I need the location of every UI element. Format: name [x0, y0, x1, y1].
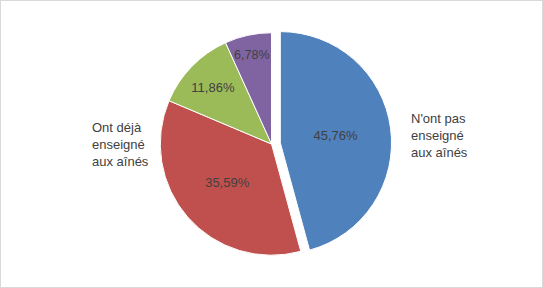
svg-text:11,86%: 11,86% — [191, 80, 235, 95]
svg-text:Ont déjàenseignéaux aînés: Ont déjàenseignéaux aînés — [92, 120, 149, 169]
svg-text:45,76%: 45,76% — [313, 128, 358, 143]
svg-text:35,59%: 35,59% — [205, 175, 250, 190]
svg-text:N'ont pasenseignéaux aînés: N'ont pasenseignéaux aînés — [411, 111, 468, 160]
svg-text:6,78%: 6,78% — [234, 48, 270, 62]
